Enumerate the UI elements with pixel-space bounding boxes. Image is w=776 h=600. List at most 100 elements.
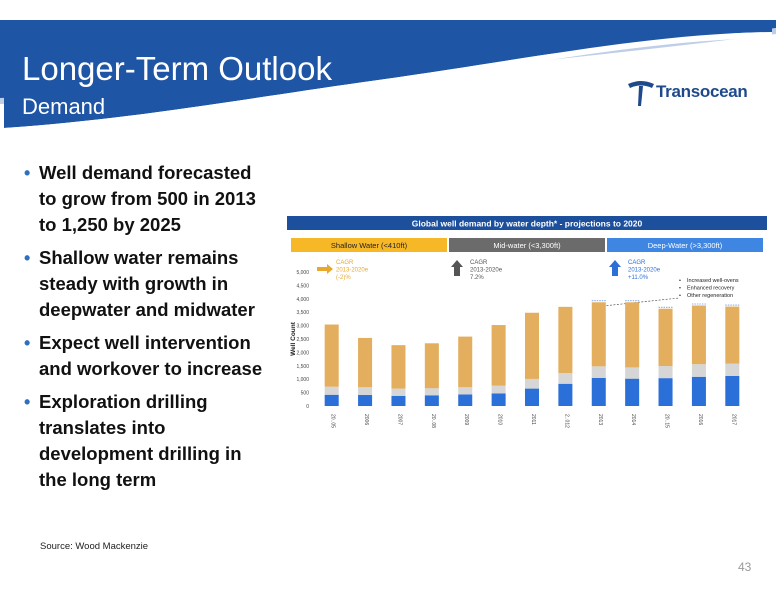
cagr-label: 7.2% [470, 275, 484, 281]
bar-segment [424, 395, 439, 406]
cagr-label: 2013-2020e [336, 268, 369, 274]
x-tick-label: 2006 [363, 414, 369, 425]
bar-segment [358, 337, 373, 388]
x-tick-label: 2017 [730, 414, 736, 425]
annotation-text: Other regeneration [687, 293, 733, 299]
bar-segment [591, 366, 606, 378]
annotation-text: Increased well-ovens [687, 278, 739, 284]
annotation-bullet: • [679, 278, 681, 284]
bullet-item: • Shallow water remains steady with growt… [24, 245, 274, 323]
x-tick-label: 2..012 [563, 414, 569, 428]
annotation-text: Enhanced recovery [687, 286, 735, 292]
y-tick-label: 1,500 [296, 364, 309, 370]
bar-segment [625, 378, 640, 406]
bar-segment [424, 343, 439, 389]
bar-segment [491, 393, 506, 406]
y-tick-label: 3,500 [296, 310, 309, 316]
cagr-label: CAGR [470, 260, 488, 266]
bar-segment [324, 394, 339, 406]
bar-segment [725, 306, 740, 364]
legend-box [607, 238, 763, 252]
legend-box [449, 238, 605, 252]
well-demand-chart: Global well demand by water depth* - pro… [287, 214, 767, 432]
cagr-label: 2013-2020e [628, 268, 661, 274]
bar-segment [358, 395, 373, 406]
bar-segment [424, 388, 439, 396]
bar-segment [558, 306, 573, 374]
cagr-label: +11.0% [628, 275, 649, 281]
annotation-bullet: • [679, 286, 681, 292]
bar-segment [491, 385, 506, 394]
bullet-text: Exploration drilling translates into dev… [39, 391, 242, 490]
cagr-label: (-2)% [336, 275, 351, 281]
bullet-dot-icon: • [24, 392, 31, 412]
cagr-arrow-up-icon [609, 260, 621, 276]
bar-segment [324, 324, 339, 387]
y-tick-label: 2,000 [296, 350, 309, 356]
page-number: 43 [738, 560, 752, 574]
legend-label: Mid-water (<3,300ft) [493, 241, 561, 250]
bar-segment [725, 375, 740, 406]
y-tick-label: 2,500 [296, 337, 309, 343]
cagr-label: CAGR [336, 260, 354, 266]
bar-segment [324, 386, 339, 395]
x-tick-label: 2011 [530, 414, 536, 425]
page-title: Longer-Term Outlook [22, 50, 332, 87]
x-tick-label: 2007 [396, 414, 402, 425]
bar-segment [558, 373, 573, 384]
bar-segment [458, 394, 473, 406]
y-tick-label: 1,000 [296, 377, 309, 383]
bar-segment [524, 378, 540, 389]
bar-segment [625, 302, 640, 368]
x-tick-label: 2016 [697, 414, 703, 425]
bar-segment [658, 366, 673, 379]
header-shape [4, 24, 772, 128]
x-tick-label: 2014 [630, 414, 636, 425]
y-tick-label: 3,000 [296, 324, 309, 330]
bar-segment [625, 367, 640, 379]
bar-segment [558, 383, 573, 406]
chart-title-bar [287, 216, 767, 230]
bullet-dot-icon: • [24, 163, 31, 183]
bullet-text: Expect well intervention and workover to… [39, 332, 263, 379]
header-banner: Longer-Term Outlook Demand Transocean [0, 20, 776, 128]
legend-label: Deep-Water (>3,300ft) [648, 241, 723, 250]
header-shape-svg [4, 24, 772, 128]
bar-segment [524, 312, 540, 379]
cagr-arrow-right-icon [317, 264, 333, 274]
annotation-leader-line [602, 297, 680, 307]
y-tick-label: 0 [306, 404, 309, 410]
bar-segment [491, 325, 506, 386]
bar-segment [691, 305, 706, 365]
bullet-item: • Well demand forecasted to grow from 500… [24, 160, 274, 238]
bar-segment [391, 395, 406, 406]
cagr-arrow-up-icon [451, 260, 463, 276]
bullet-list: • Well demand forecasted to grow from 500… [24, 160, 274, 500]
bar-segment [391, 345, 406, 389]
bar-segment [658, 378, 673, 406]
chart-svg: Global well demand by water depth* - pro… [287, 216, 767, 428]
bar-segment [691, 376, 706, 406]
y-axis-label: Well Count [290, 321, 297, 356]
bullet-text: Well demand forecasted to grow from 500 … [39, 162, 256, 235]
bar-segment [591, 377, 606, 406]
bar-segment [458, 387, 473, 395]
x-tick-label: 2013 [597, 414, 603, 425]
x-tick-label: 20..05 [330, 414, 336, 428]
bullet-item: • Exploration drilling translates into de… [24, 389, 274, 493]
bar-segment [725, 363, 740, 376]
page-subtitle: Demand [22, 94, 106, 119]
y-tick-label: 500 [301, 391, 310, 397]
bar-segment [658, 308, 673, 367]
annotation-bullet: • [679, 293, 681, 299]
cagr-label: CAGR [628, 260, 646, 266]
source-note: Source: Wood Mackenzie [40, 541, 149, 552]
y-tick-label: 4,500 [296, 283, 309, 289]
bar-segment [591, 302, 606, 367]
x-tick-label: 20..15 [664, 414, 670, 428]
legend-box [291, 238, 447, 252]
bar-segment [691, 364, 706, 377]
company-logo: Transocean [626, 76, 766, 112]
bullet-item: • Expect well intervention and workover t… [24, 330, 274, 382]
x-tick-label: 2010 [497, 414, 503, 425]
